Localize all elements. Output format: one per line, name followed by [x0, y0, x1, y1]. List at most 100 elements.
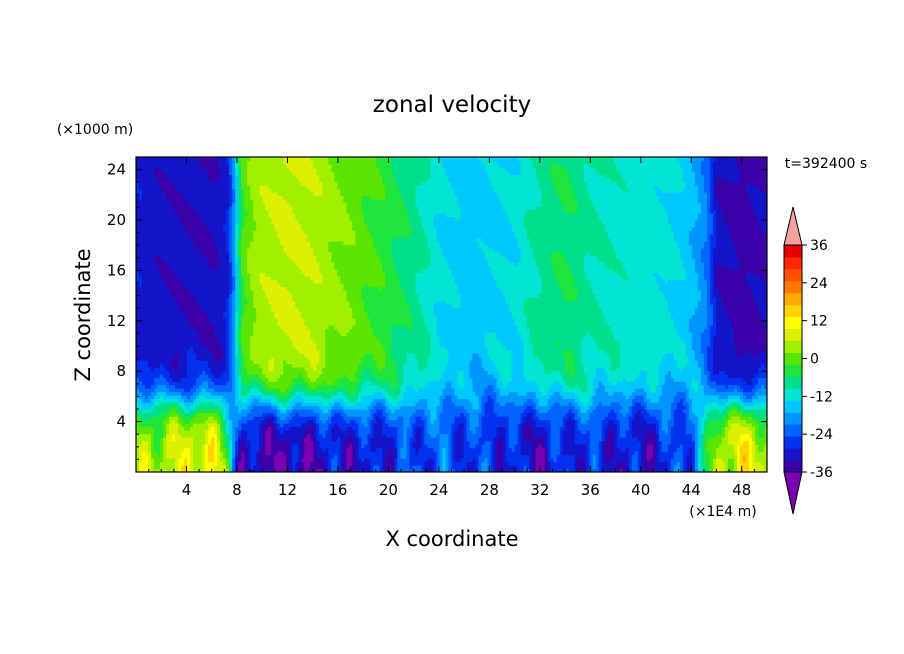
velocity-cell [466, 468, 471, 472]
velocity-cell [607, 416, 612, 421]
velocity-cell [760, 395, 765, 400]
velocity-cell [607, 433, 612, 438]
velocity-cell [454, 468, 459, 472]
velocity-cell [577, 465, 582, 470]
velocity-cell [583, 440, 588, 445]
velocity-cell [265, 398, 269, 403]
velocity-cell [301, 433, 305, 438]
velocity-cell [190, 444, 194, 449]
velocity-cell [166, 458, 170, 463]
velocity-cell [502, 461, 507, 466]
velocity-cell [385, 468, 389, 472]
velocity-cell [226, 444, 230, 449]
velocity-cell [265, 423, 269, 428]
velocity-cell [625, 391, 630, 396]
velocity-cell [538, 440, 543, 445]
velocity-cell [764, 405, 767, 410]
velocity-cell [355, 458, 359, 463]
velocity-cell [268, 433, 272, 438]
velocity-cell [724, 419, 729, 424]
velocity-cell [295, 416, 299, 421]
velocity-cell [148, 412, 152, 417]
velocity-cell [475, 458, 480, 463]
velocity-cell [733, 426, 738, 431]
velocity-cell [172, 409, 176, 414]
velocity-cell [277, 461, 281, 466]
velocity-cell [757, 454, 762, 459]
velocity-cell [274, 430, 278, 435]
velocity-cell [334, 440, 338, 445]
velocity-cell [160, 465, 164, 470]
velocity-cell [682, 433, 687, 438]
velocity-cell [331, 412, 335, 417]
velocity-cell [313, 437, 317, 442]
velocity-cell [655, 454, 660, 459]
velocity-cell [709, 440, 714, 445]
velocity-cell [421, 458, 426, 463]
velocity-cell [505, 391, 510, 396]
velocity-cell [748, 437, 753, 442]
velocity-cell [148, 465, 152, 470]
velocity-cell [616, 451, 621, 456]
velocity-cell [370, 395, 374, 400]
velocity-cell [349, 454, 353, 459]
velocity-cell [286, 465, 290, 470]
velocity-cell [535, 454, 540, 459]
velocity-cell [394, 468, 399, 472]
velocity-cell [460, 388, 465, 393]
velocity-cell [454, 433, 459, 438]
velocity-cell [544, 412, 549, 417]
velocity-cell [367, 402, 371, 407]
velocity-cell [517, 388, 522, 393]
velocity-cell [577, 440, 582, 445]
velocity-cell [577, 419, 582, 424]
velocity-cell [196, 391, 200, 396]
velocity-cell [472, 416, 477, 421]
velocity-cell [589, 409, 594, 414]
velocity-cell [235, 416, 239, 421]
velocity-cell [559, 412, 564, 417]
velocity-cell [751, 419, 756, 424]
velocity-cell [313, 398, 317, 403]
velocity-cell [736, 402, 741, 407]
velocity-cell [562, 391, 567, 396]
velocity-cell [556, 447, 561, 452]
velocity-cell [247, 423, 251, 428]
velocity-cell [520, 388, 525, 393]
velocity-cell [166, 405, 170, 410]
velocity-cell [262, 430, 266, 435]
velocity-cell [460, 409, 465, 414]
velocity-cell [202, 465, 206, 470]
velocity-cell [415, 447, 420, 452]
velocity-cell [508, 433, 513, 438]
velocity-cell [226, 437, 230, 442]
velocity-cell [316, 468, 320, 472]
velocity-cell [424, 409, 429, 414]
velocity-cell [658, 433, 663, 438]
velocity-cell [184, 419, 188, 424]
velocity-cell [748, 465, 753, 470]
velocity-cell [472, 412, 477, 417]
velocity-cell [169, 447, 173, 452]
velocity-cell [325, 398, 329, 403]
velocity-cell [433, 426, 438, 431]
velocity-cell [334, 461, 338, 466]
velocity-cell [751, 430, 756, 435]
velocity-cell [475, 416, 480, 421]
velocity-cell [640, 430, 645, 435]
velocity-cell [187, 409, 191, 414]
velocity-cell [658, 426, 663, 431]
velocity-cell [265, 451, 269, 456]
velocity-cell [268, 447, 272, 452]
velocity-cell [154, 437, 158, 442]
velocity-cell [301, 437, 305, 442]
velocity-cell [184, 440, 188, 445]
velocity-cell [166, 398, 170, 403]
velocity-cell [475, 426, 480, 431]
velocity-cell [463, 388, 468, 393]
velocity-cell [685, 409, 690, 414]
velocity-cell [310, 426, 314, 431]
velocity-cell [472, 405, 477, 410]
velocity-cell [238, 395, 242, 400]
velocity-cell [430, 398, 435, 403]
